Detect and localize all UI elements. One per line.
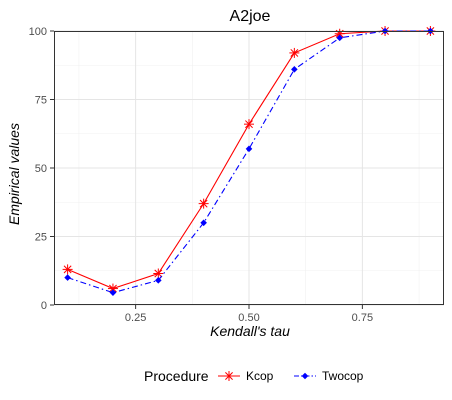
legend-label: Twocop — [322, 369, 364, 383]
chart-title: A2joe — [230, 8, 271, 25]
y-tick-label: 50 — [35, 163, 47, 175]
y-axis-title: Empirical values — [6, 123, 22, 225]
y-tick-label: 100 — [29, 26, 47, 38]
data-point-kcop — [62, 264, 73, 275]
data-point-twocop — [109, 289, 117, 296]
data-point-twocop — [155, 277, 162, 284]
data-point-kcop — [153, 268, 164, 279]
x-tick-label: 0.50 — [238, 312, 259, 324]
legend-key-marker — [301, 372, 309, 380]
data-point-twocop — [200, 219, 207, 227]
data-point-kcop — [244, 119, 254, 130]
series-line-twocop — [67, 30, 431, 294]
y-tick-label: 75 — [35, 95, 47, 107]
data-point-twocop — [291, 66, 298, 73]
x-tick-label: 0.25 — [125, 312, 146, 324]
legend-items: Kcop Twocop — [218, 369, 364, 383]
data-point-twocop — [64, 274, 71, 281]
legend-label: Kcop — [246, 369, 274, 383]
legend-key-marker — [224, 371, 234, 381]
legend-item-kcop: Kcop — [218, 369, 274, 383]
axis-ticks: 0.25 0.50 0.75 0 25 50 75 100 — [29, 26, 373, 324]
data-point-twocop — [245, 145, 253, 153]
data-point-kcop — [289, 47, 300, 58]
legend-item-twocop: Twocop — [294, 369, 364, 383]
x-tick-label: 0.75 — [352, 312, 373, 324]
y-tick-label: 25 — [35, 232, 47, 244]
data-point-kcop — [107, 283, 118, 294]
y-tick-label: 0 — [41, 300, 47, 312]
legend: Procedure Kcop Twocop — [144, 368, 364, 384]
plot-border — [54, 31, 444, 305]
data-point-kcop — [198, 198, 209, 209]
data-point-twocop — [336, 34, 343, 42]
x-axis-title: Kendall's tau — [210, 323, 290, 339]
legend-title: Procedure — [144, 368, 209, 384]
